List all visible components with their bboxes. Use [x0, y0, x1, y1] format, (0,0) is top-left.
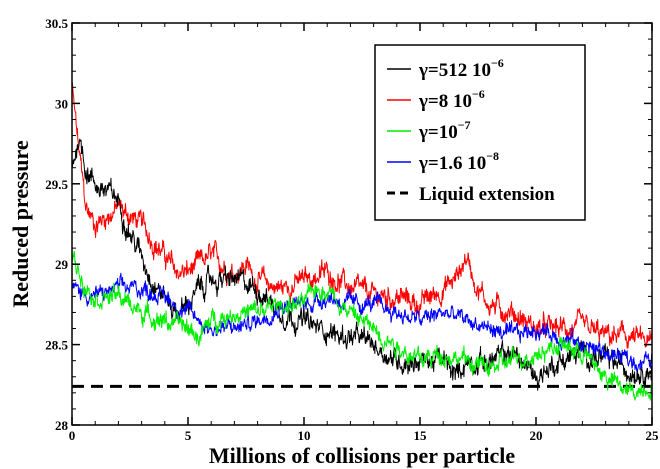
series-3-line	[71, 272, 653, 372]
x-tick-label: 20	[530, 428, 543, 443]
legend-label-text: γ=512 10	[418, 60, 491, 81]
legend-label-4: Liquid extension	[419, 184, 555, 205]
tick-layer: 0 5 10 15 20 25 28 28.5 29 29.5 30 30.5	[45, 16, 659, 443]
y-tick-label: 30.5	[45, 16, 68, 31]
legend-box	[374, 44, 586, 221]
x-tick-label: 0	[69, 428, 76, 443]
legend-label-1: γ=8 10−6	[418, 87, 485, 112]
legend-label-exponent: −6	[491, 56, 504, 70]
y-axis-title: Reduced pressure	[8, 140, 33, 307]
x-tick-label: 10	[298, 428, 311, 443]
legend-label-0: γ=512 10−6	[418, 56, 504, 81]
legend-label-2: γ=10−7	[418, 118, 471, 143]
y-tick-label: 28	[55, 418, 69, 433]
legend-label-exponent: −7	[458, 118, 471, 132]
axes-layer	[71, 22, 653, 426]
series-2-line	[71, 250, 653, 401]
x-tick-label: 5	[185, 428, 192, 443]
legend: γ=512 10−6γ=8 10−6γ=10−7γ=1.6 10−8Liquid…	[374, 44, 586, 221]
legend-label-text: γ=8 10	[418, 91, 472, 112]
legend-label-text: Liquid extension	[419, 184, 555, 205]
y-tick-label: 29	[55, 257, 69, 272]
legend-label-exponent: −8	[486, 149, 499, 163]
legend-label-3: γ=1.6 10−8	[418, 149, 499, 174]
legend-label-text: γ=10	[418, 122, 458, 143]
x-axis-title: Millions of collisions per particle	[209, 443, 516, 468]
y-tick-label: 29.5	[45, 177, 68, 192]
series-1-line	[71, 82, 653, 349]
x-tick-label: 15	[414, 428, 428, 443]
plot-frame	[71, 22, 653, 426]
y-tick-label: 28.5	[45, 338, 68, 353]
series-layer	[71, 82, 653, 401]
x-tick-label: 25	[646, 428, 660, 443]
legend-label-text: γ=1.6 10	[418, 153, 486, 174]
legend-label-exponent: −6	[472, 87, 485, 101]
y-tick-label: 30	[55, 96, 68, 111]
